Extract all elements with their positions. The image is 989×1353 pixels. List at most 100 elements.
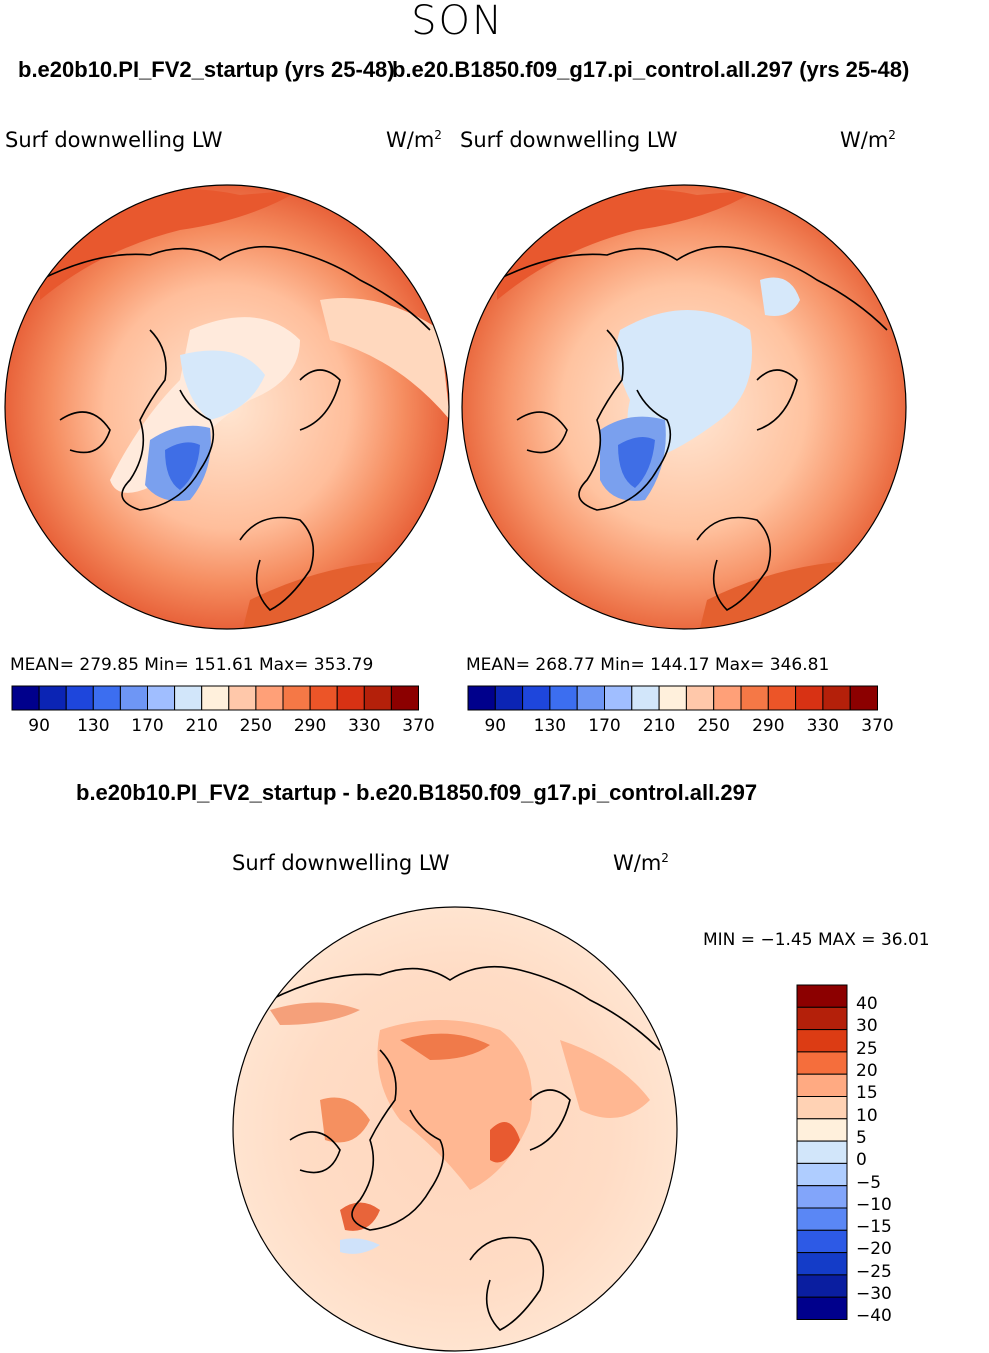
diff-polar-map bbox=[233, 907, 677, 1351]
diff-colorbar-label: −5 bbox=[856, 1172, 882, 1193]
left-colorbar-swatch bbox=[309, 685, 338, 711]
diff-colorbar-swatch bbox=[796, 1029, 848, 1053]
right-colorbar-swatch bbox=[467, 685, 496, 711]
left-coastlines bbox=[39, 245, 431, 611]
diff-colorbar-label: 25 bbox=[856, 1038, 878, 1059]
left-colorbar-swatch bbox=[92, 685, 121, 711]
left-colorbar-swatch bbox=[174, 685, 203, 711]
left-colorbar-swatch bbox=[65, 685, 94, 711]
left-colorbar-swatch bbox=[147, 685, 176, 711]
diff-title: b.e20b10.PI_FV2_startup - b.e20.B1850.f0… bbox=[76, 780, 758, 805]
left-colorbar-tick-label: 130 bbox=[77, 716, 110, 736]
diff-colorbar-swatch bbox=[796, 1118, 848, 1142]
left-colorbar bbox=[11, 685, 419, 711]
right-polar-map bbox=[462, 185, 906, 629]
diff-colorbar-label: 15 bbox=[856, 1083, 878, 1104]
diff-colorbar-swatch bbox=[796, 1185, 848, 1209]
right-colorbar-swatch bbox=[631, 685, 660, 711]
right-colorbar-tick-label: 290 bbox=[752, 716, 785, 736]
right-colorbar-tick-label: 330 bbox=[806, 716, 840, 736]
diff-colorbar-swatch bbox=[796, 984, 848, 1008]
diff-map-border bbox=[232, 906, 678, 1352]
right-colorbar-swatch bbox=[494, 685, 524, 711]
diff-colorbar-swatch bbox=[796, 1162, 848, 1187]
left-map-border bbox=[4, 184, 450, 630]
right-colorbar-swatch bbox=[822, 685, 851, 711]
left-colorbar-swatch bbox=[11, 685, 40, 711]
left-colorbar-swatch bbox=[228, 685, 257, 711]
diff-coastlines bbox=[269, 965, 661, 1331]
diff-colorbar-label: 0 bbox=[856, 1150, 867, 1171]
diff-colorbar-label: 30 bbox=[856, 1016, 878, 1037]
diff-colorbar-swatch bbox=[796, 1006, 848, 1031]
right-colorbar-swatch bbox=[685, 685, 715, 711]
left-colorbar-tick-label: 330 bbox=[348, 716, 381, 736]
left-polar-map bbox=[5, 185, 449, 629]
diff-colorbar-swatch bbox=[796, 1140, 848, 1164]
left-colorbar-tick-label: 210 bbox=[185, 716, 218, 736]
left-colorbar-swatch bbox=[255, 685, 284, 711]
left-colorbar-tick-label: 250 bbox=[239, 716, 273, 736]
right-colorbar-tick-label: 90 bbox=[484, 716, 507, 736]
left-field-label: Surf downwelling LW bbox=[5, 128, 223, 152]
right-coastlines bbox=[496, 245, 888, 611]
right-colorbar-swatch bbox=[740, 685, 769, 711]
left-stats: MEAN= 279.85 Min= 151.61 Max= 353.79 bbox=[10, 655, 374, 675]
diff-colorbar-label: 5 bbox=[856, 1127, 867, 1148]
left-run-title: b.e20b10.PI_FV2_startup (yrs 25-48) bbox=[18, 57, 395, 82]
diff-colorbar-swatch bbox=[796, 1096, 848, 1120]
right-colorbar-swatch bbox=[549, 685, 578, 711]
left-colorbar-tick-label: 370 bbox=[402, 716, 435, 736]
right-colorbar-tick-label: 370 bbox=[861, 716, 894, 736]
left-colorbar-swatch bbox=[363, 685, 392, 711]
diff-colorbar-label: −25 bbox=[856, 1261, 892, 1282]
diff-colorbar-swatch bbox=[796, 1073, 848, 1097]
diff-colorbar bbox=[796, 984, 848, 1320]
left-colorbar-swatch bbox=[336, 685, 365, 711]
left-units-label: W/m2 bbox=[386, 128, 442, 152]
right-run-title: b.e20.B1850.f09_g17.pi_control.all.297 (… bbox=[392, 57, 910, 82]
right-colorbar bbox=[467, 685, 879, 711]
diff-colorbar-label: −10 bbox=[856, 1194, 892, 1215]
left-colorbar-swatch bbox=[390, 685, 419, 711]
diff-colorbar-label: −40 bbox=[856, 1306, 892, 1327]
diff-colorbar-swatch bbox=[796, 1051, 848, 1075]
left-colorbar-swatch bbox=[38, 685, 67, 711]
diff-colorbar-label: −30 bbox=[856, 1284, 892, 1305]
right-colorbar-tick-label: 130 bbox=[533, 716, 567, 736]
right-units-label: W/m2 bbox=[840, 128, 896, 152]
diff-colorbar-label: 40 bbox=[856, 994, 878, 1015]
left-colorbar-swatch bbox=[282, 685, 311, 711]
right-colorbar-swatch bbox=[767, 685, 797, 711]
diff-colorbar-swatch bbox=[796, 1274, 848, 1298]
right-colorbar-swatch bbox=[576, 685, 606, 711]
right-colorbar-swatch bbox=[849, 685, 879, 711]
diff-colorbar-swatch bbox=[796, 1252, 848, 1276]
right-stats: MEAN= 268.77 Min= 144.17 Max= 346.81 bbox=[466, 655, 830, 675]
right-colorbar-tick-label: 170 bbox=[588, 716, 621, 736]
right-colorbar-swatch bbox=[604, 685, 633, 711]
right-colorbar-tick-label: 250 bbox=[697, 716, 730, 736]
diff-colorbar-label: −15 bbox=[856, 1217, 892, 1238]
diff-colorbar-label: 20 bbox=[856, 1061, 878, 1082]
right-field-label: Surf downwelling LW bbox=[460, 128, 678, 152]
right-colorbar-swatch bbox=[522, 685, 551, 711]
diff-colorbar-swatch bbox=[796, 1207, 848, 1231]
season-title: SON bbox=[411, 0, 504, 44]
left-colorbar-tick-label: 90 bbox=[28, 716, 50, 736]
right-map-border bbox=[461, 184, 907, 630]
diff-minmax: MIN = −1.45 MAX = 36.01 bbox=[703, 930, 930, 950]
right-colorbar-swatch bbox=[795, 685, 824, 711]
right-colorbar-swatch bbox=[713, 685, 742, 711]
right-colorbar-tick-label: 210 bbox=[642, 716, 676, 736]
left-colorbar-tick-label: 170 bbox=[131, 716, 164, 736]
diff-units-label: W/m2 bbox=[613, 851, 669, 875]
diff-colorbar-swatch bbox=[796, 1229, 848, 1254]
diff-colorbar-label: 10 bbox=[856, 1105, 878, 1126]
left-colorbar-swatch bbox=[201, 685, 230, 711]
diff-field-label: Surf downwelling LW bbox=[232, 851, 450, 875]
left-colorbar-swatch bbox=[119, 685, 149, 711]
diff-colorbar-swatch bbox=[796, 1296, 848, 1320]
diff-colorbar-label: −20 bbox=[856, 1239, 892, 1260]
